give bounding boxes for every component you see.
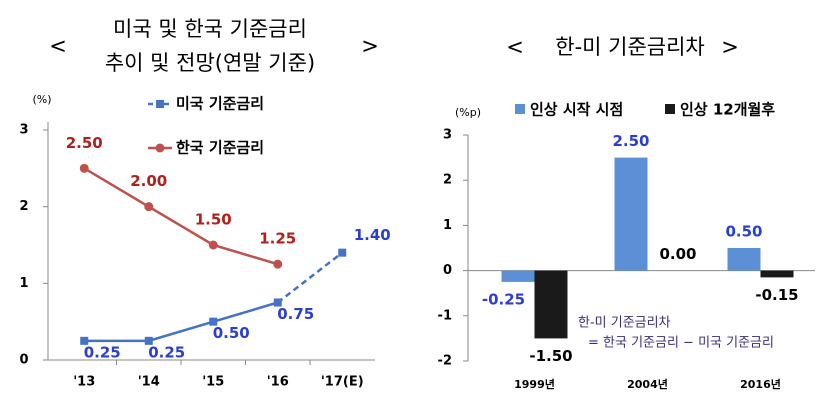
chart-title: 미국 및 한국 기준금리 — [113, 17, 307, 41]
legend-swatch — [515, 104, 525, 114]
x-tick-label: '15 — [202, 375, 224, 390]
chart-title: 추이 및 전망(연말 기준) — [105, 51, 315, 75]
y-tick-label: 0 — [443, 263, 452, 278]
legend-label: 인상 12개월후 — [680, 101, 775, 119]
title-bracket: > — [721, 35, 739, 59]
legend-label: 인상 시작 시점 — [530, 101, 623, 119]
chart-title: 한-미 기준금리차 — [555, 35, 705, 59]
y-tick-label: 1 — [443, 218, 452, 233]
value-label: 0.25 — [84, 343, 121, 361]
y-tick-label: -1 — [438, 308, 452, 323]
legend-label: 한국 기준금리 — [176, 139, 264, 157]
title-bracket: < — [506, 35, 524, 59]
title-bracket: > — [361, 34, 379, 58]
bar — [501, 270, 535, 282]
x-tick-label: 2004년 — [627, 377, 668, 391]
y-unit: (%) — [32, 93, 51, 106]
y-unit: (%p) — [455, 106, 481, 119]
legend-swatch — [665, 104, 675, 114]
series-line-projection — [276, 251, 344, 304]
series-line — [83, 167, 279, 266]
value-label: 2.50 — [612, 132, 649, 150]
value-label: -0.15 — [755, 286, 798, 304]
x-tick-label: '13 — [73, 375, 95, 390]
annotation: = 한국 기준금리 − 미국 기준금리 — [588, 336, 774, 351]
value-label: 0.50 — [725, 223, 762, 241]
x-tick-label: '17(E) — [321, 375, 364, 390]
point — [80, 336, 89, 345]
point — [273, 259, 283, 269]
x-tick-label: '16 — [267, 375, 289, 390]
value-label: -0.25 — [482, 290, 525, 308]
bar — [727, 248, 761, 271]
point — [338, 248, 347, 257]
value-label: 1.25 — [259, 230, 296, 248]
value-label: -1.50 — [529, 347, 572, 365]
y-tick-label: -2 — [438, 354, 452, 369]
value-label: 0.25 — [148, 343, 185, 361]
value-label: 0.00 — [659, 245, 696, 263]
value-label: 2.50 — [66, 134, 103, 152]
bar — [534, 270, 568, 339]
point — [208, 240, 218, 250]
bar — [614, 157, 648, 271]
value-label: 0.75 — [277, 305, 314, 323]
bar — [760, 270, 794, 278]
y-tick-label: 2 — [443, 173, 452, 188]
point — [144, 202, 154, 212]
legend-marker — [156, 100, 164, 108]
value-label: 1.40 — [354, 226, 391, 244]
x-tick-label: 1999년 — [514, 377, 555, 391]
value-label: 1.50 — [195, 211, 232, 229]
value-label: 0.50 — [213, 324, 250, 342]
series-line — [84, 301, 279, 343]
value-label: 2.00 — [130, 172, 167, 190]
legend-label: 미국 기준금리 — [176, 95, 264, 113]
y-tick-label: 1 — [19, 276, 28, 291]
y-tick-label: 3 — [443, 128, 452, 143]
point — [144, 336, 153, 345]
y-tick-label: 0 — [19, 353, 28, 368]
point — [79, 163, 89, 173]
point — [273, 298, 282, 307]
x-tick-label: '14 — [138, 375, 160, 390]
point — [209, 317, 218, 326]
x-tick-label: 2016년 — [740, 377, 781, 391]
y-tick-label: 3 — [19, 123, 28, 138]
y-tick-label: 2 — [19, 199, 28, 214]
legend-marker — [155, 143, 165, 153]
title-bracket: < — [49, 34, 67, 58]
annotation: 한-미 기준금리차 — [578, 316, 671, 331]
